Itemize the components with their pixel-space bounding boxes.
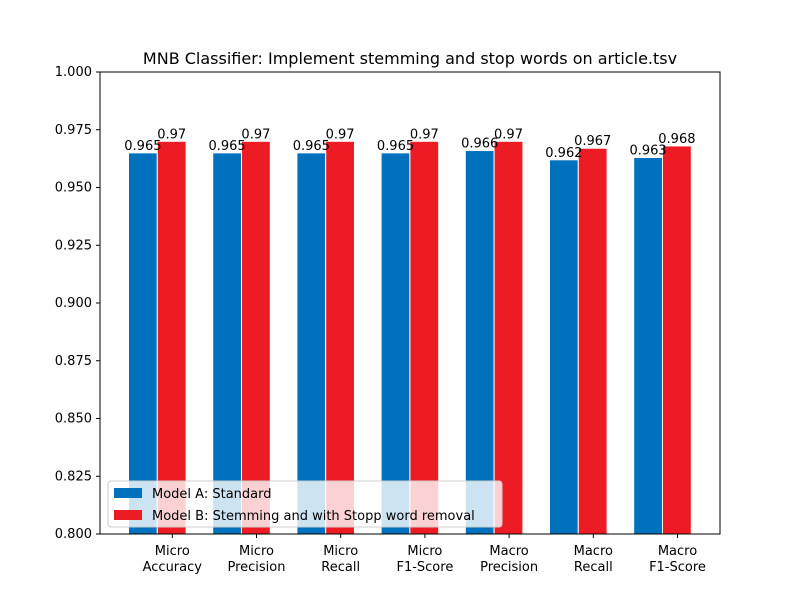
x-tick-label-5-1: Recall <box>574 560 613 575</box>
legend-label-model-b: Model B: Stemming and with Stopp word re… <box>152 509 475 524</box>
x-tick-label-1-1: Precision <box>227 560 285 575</box>
chart-title: MNB Classifier: Implement stemming and s… <box>143 49 677 68</box>
bars-layer <box>128 140 692 535</box>
y-tick-label-2: 0.850 <box>55 412 92 427</box>
value-label-model-a-2: 0.965 <box>293 139 330 154</box>
bar-model-b-6 <box>662 145 692 535</box>
value-label-model-b-6: 0.968 <box>658 132 695 147</box>
y-tick-label-3: 0.875 <box>55 354 92 369</box>
x-tick-label-6-1: F1-Score <box>649 560 706 575</box>
value-label-model-b-5: 0.967 <box>574 134 611 149</box>
legend-box <box>107 480 503 528</box>
y-tick-label-8: 1.000 <box>55 65 92 80</box>
bar-model-a-3 <box>380 152 411 535</box>
bar-model-a-0 <box>128 152 158 535</box>
value-label-model-a-3: 0.965 <box>377 139 414 154</box>
bar-model-a-4 <box>464 150 495 535</box>
value-label-model-a-1: 0.965 <box>208 139 245 154</box>
bar-model-b-4 <box>493 140 524 535</box>
bar-model-b-3 <box>409 140 440 535</box>
y-tick-label-5: 0.925 <box>55 238 92 253</box>
y-tick-label-6: 0.950 <box>55 181 92 196</box>
value-label-model-a-5: 0.962 <box>545 146 582 161</box>
x-tick-label-3-0: Micro <box>407 544 442 559</box>
value-labels-layer: 0.9650.970.9650.970.9650.970.9650.970.96… <box>124 127 695 160</box>
x-axis-ticks: MicroAccuracyMicroPrecisionMicroRecallMi… <box>143 534 706 575</box>
bar-model-b-2 <box>325 140 356 535</box>
bar-model-b-0 <box>156 140 187 535</box>
bar-model-a-1 <box>212 152 242 535</box>
bar-model-a-6 <box>633 156 664 535</box>
y-tick-label-4: 0.900 <box>55 296 92 311</box>
legend: Model A: Standard Model B: Stemming and w… <box>107 480 503 528</box>
value-label-model-b-0: 0.97 <box>157 127 186 142</box>
x-tick-label-4-0: Macro <box>489 544 528 559</box>
plot-frame <box>99 71 721 535</box>
x-tick-label-2-0: Micro <box>323 544 358 559</box>
value-label-model-b-3: 0.97 <box>410 127 439 142</box>
y-tick-label-7: 0.975 <box>55 123 92 138</box>
legend-swatch-model-a <box>114 488 142 498</box>
x-tick-label-4-1: Precision <box>480 560 538 575</box>
x-tick-label-3-1: F1-Score <box>396 560 453 575</box>
legend-swatch-model-b <box>114 510 142 520</box>
x-tick-label-6-0: Macro <box>658 544 697 559</box>
bar-model-a-2 <box>296 152 327 535</box>
value-label-model-b-4: 0.97 <box>494 127 523 142</box>
bar-model-b-5 <box>577 147 608 535</box>
value-label-model-b-2: 0.97 <box>326 127 355 142</box>
value-label-model-a-4: 0.966 <box>461 137 498 152</box>
x-tick-label-0-1: Accuracy <box>143 560 203 575</box>
x-tick-label-1-0: Micro <box>239 544 274 559</box>
bar-model-a-5 <box>549 159 579 535</box>
y-axis-ticks: 0.800 0.825 0.850 0.875 0.900 0.925 0.950 0.975… <box>55 65 100 542</box>
x-tick-label-0-0: Micro <box>155 544 190 559</box>
value-label-model-a-0: 0.965 <box>124 139 161 154</box>
legend-label-model-a: Model A: Standard <box>152 487 271 502</box>
y-tick-label-1: 0.825 <box>55 469 92 484</box>
bar-model-b-1 <box>241 140 271 535</box>
value-label-model-b-1: 0.97 <box>241 127 270 142</box>
value-label-model-a-6: 0.963 <box>629 143 666 158</box>
x-tick-label-2-1: Recall <box>321 560 360 575</box>
x-tick-label-5-0: Macro <box>574 544 613 559</box>
y-tick-label-0: 0.800 <box>55 527 92 542</box>
